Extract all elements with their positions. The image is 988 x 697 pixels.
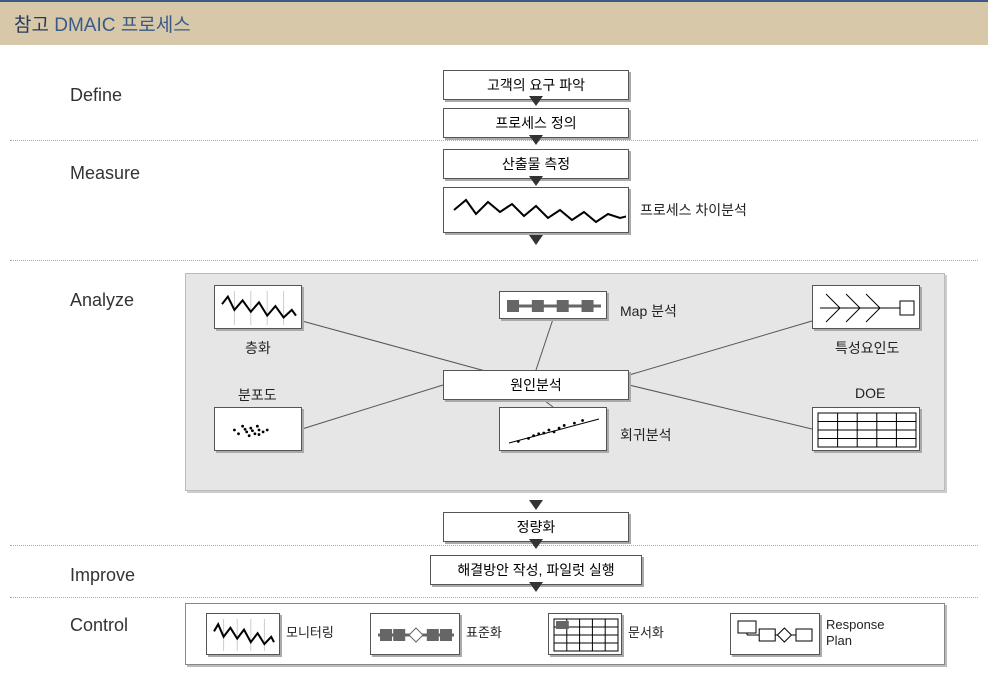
- analyze-center: 원인분석: [443, 370, 629, 400]
- analyze-map-label: Map 분석: [620, 301, 677, 321]
- analyze-stratify-icon: [214, 285, 302, 329]
- analyze-distribution-icon: [214, 407, 302, 451]
- control-response-icon: [730, 613, 820, 655]
- control-standardize-label: 표준화: [466, 625, 502, 641]
- arrow-down: [529, 135, 543, 145]
- control-document-label: 문서화: [628, 625, 664, 641]
- arrow-down: [529, 176, 543, 186]
- control-document-icon: [548, 613, 622, 655]
- control-monitoring-label: 모니터링: [286, 625, 334, 641]
- arrow-down: [529, 235, 543, 245]
- arrow-down: [529, 539, 543, 549]
- title-main: DMAIC: [54, 15, 115, 36]
- phase-label-analyze: Analyze: [70, 290, 134, 311]
- arrow-down: [529, 500, 543, 510]
- analyze-regression-label: 회귀분석: [620, 425, 672, 445]
- control-monitoring-icon: [206, 613, 280, 655]
- analyze-doe-icon: [812, 407, 920, 451]
- phase-label-improve: Improve: [70, 565, 135, 586]
- analyze-fishbone-label: 특성요인도: [835, 338, 899, 358]
- divider: [10, 597, 978, 598]
- diagram-stage: DefineMeasureAnalyzeImproveControl고객의 요구…: [0, 45, 988, 685]
- analyze-distribution-label: 분포도: [238, 385, 277, 405]
- analyze-regression-icon: [499, 407, 607, 451]
- arrow-down: [529, 96, 543, 106]
- analyze-stratify-label: 층화: [245, 338, 271, 358]
- phase-label-measure: Measure: [70, 163, 140, 184]
- arrow-down: [529, 582, 543, 592]
- flow-box-define2: 프로세스 정의: [443, 108, 629, 138]
- flow-box-improve1: 해결방안 작성, 파일럿 실행: [430, 555, 642, 585]
- title-bar: 참고 DMAIC 프로세스: [0, 0, 988, 45]
- flow-box-measure1: 산출물 측정: [443, 149, 629, 179]
- divider: [10, 260, 978, 261]
- control-response-label: Response Plan: [826, 617, 885, 648]
- phase-label-define: Define: [70, 85, 122, 106]
- analyze-map-icon: [499, 291, 607, 319]
- measure-chart: [443, 187, 629, 233]
- phase-label-control: Control: [70, 615, 128, 636]
- title-suffix: 프로세스: [121, 15, 191, 36]
- analyze-doe-label: DOE: [855, 385, 885, 401]
- divider: [10, 140, 978, 141]
- analyze-fishbone-icon: [812, 285, 920, 329]
- title-prefix: 참고: [14, 15, 49, 36]
- divider: [10, 545, 978, 546]
- control-standardize-icon: [370, 613, 460, 655]
- measure-chart-label: 프로세스 차이분석: [640, 200, 747, 220]
- flow-box-quantify: 정량화: [443, 512, 629, 542]
